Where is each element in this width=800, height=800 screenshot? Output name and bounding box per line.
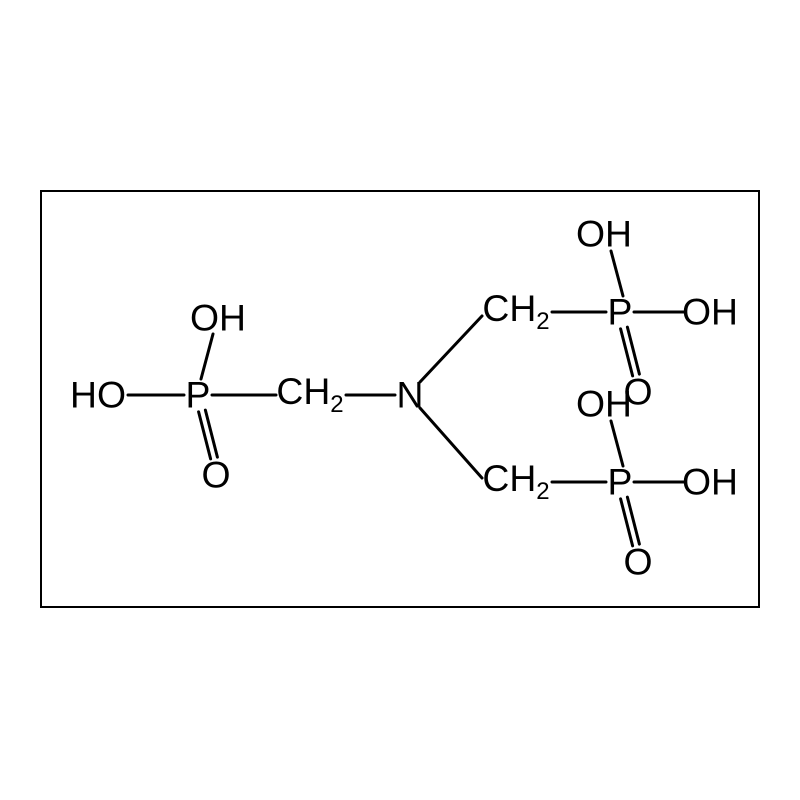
atom-P_up: P <box>608 293 633 330</box>
atom-CH2_up: CH2 <box>482 290 549 334</box>
atom-P_dn: P <box>608 463 633 500</box>
atom-O_dDn: O <box>623 543 652 580</box>
atom-OH_dn2: OH <box>682 463 738 500</box>
atom-O_dL: O <box>201 456 230 493</box>
atom-OH_topL: OH <box>190 299 246 336</box>
atom-OH_up2: OH <box>682 293 738 330</box>
atom-N: N <box>397 376 424 413</box>
atom-OH_dn1: OH <box>576 385 632 422</box>
atom-CH2_dn: CH2 <box>482 460 549 504</box>
atom-P_left: P <box>186 376 211 413</box>
atom-CH2_left: CH2 <box>276 373 343 417</box>
chemical-structure-diagram: { "diagram": { "type": "chemical-structu… <box>0 0 800 800</box>
atom-OH_up1: OH <box>576 215 632 252</box>
atom-HO_left: HO <box>70 376 126 413</box>
